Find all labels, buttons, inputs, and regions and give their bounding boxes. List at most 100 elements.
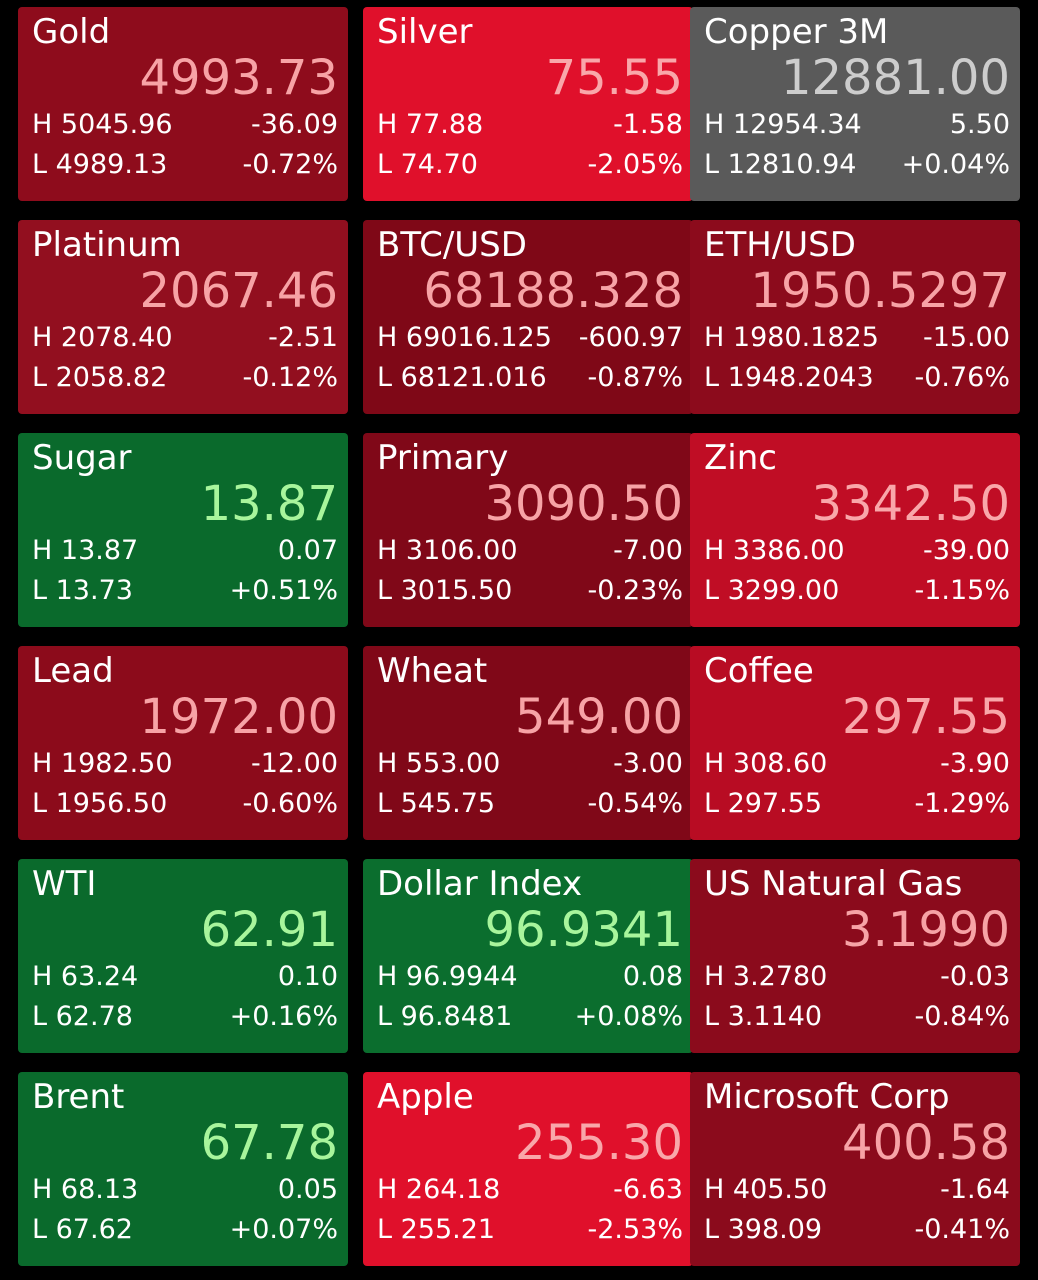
change-value: 0.07 bbox=[277, 535, 338, 566]
low-row: L 1948.2043 -0.76% bbox=[704, 358, 1010, 398]
ticker-name: Copper 3M bbox=[704, 12, 889, 52]
ticker-price: 1950.5297 bbox=[750, 263, 1010, 319]
low-value: L 74.70 bbox=[377, 149, 478, 180]
change-value: 0.10 bbox=[277, 961, 338, 992]
ticker-price: 67.78 bbox=[200, 1115, 338, 1171]
percent-change: -2.05% bbox=[587, 149, 683, 180]
low-value: L 3299.00 bbox=[704, 575, 840, 606]
high-row: H 553.00 -3.00 bbox=[377, 744, 683, 784]
ticker-tile[interactable]: WTI 62.91 H 63.24 0.10 L 62.78 +0.16% bbox=[18, 859, 348, 1053]
high-value: H 63.24 bbox=[32, 961, 139, 992]
ticker-price: 12881.00 bbox=[780, 50, 1010, 106]
low-value: L 12810.94 bbox=[704, 149, 857, 180]
low-row: L 96.8481 +0.08% bbox=[377, 997, 683, 1037]
ticker-price: 297.55 bbox=[842, 689, 1010, 745]
percent-change: -0.76% bbox=[914, 362, 1010, 393]
percent-change: -0.87% bbox=[587, 362, 683, 393]
ticker-name: Brent bbox=[32, 1077, 125, 1117]
low-row: L 1956.50 -0.60% bbox=[32, 784, 338, 824]
low-row: L 3299.00 -1.15% bbox=[704, 571, 1010, 611]
low-row: L 2058.82 -0.12% bbox=[32, 358, 338, 398]
ticker-price: 400.58 bbox=[842, 1115, 1010, 1171]
change-value: -39.00 bbox=[922, 535, 1010, 566]
high-row: H 405.50 -1.64 bbox=[704, 1170, 1010, 1210]
low-row: L 4989.13 -0.72% bbox=[32, 145, 338, 185]
ticker-tile[interactable]: Dollar Index 96.9341 H 96.9944 0.08 L 96.848… bbox=[363, 859, 693, 1053]
high-row: H 3386.00 -39.00 bbox=[704, 531, 1010, 571]
ticker-price: 68188.328 bbox=[423, 263, 683, 319]
low-value: L 3015.50 bbox=[377, 575, 513, 606]
ticker-tile[interactable]: ETH/USD 1950.5297 H 1980.1825 -15.00 L 1948.… bbox=[690, 220, 1020, 414]
ticker-name: Apple bbox=[377, 1077, 474, 1117]
ticker-name: Dollar Index bbox=[377, 864, 583, 904]
ticker-price: 13.87 bbox=[200, 476, 338, 532]
change-value: -7.00 bbox=[613, 535, 683, 566]
ticker-tile[interactable]: Primary 3090.50 H 3106.00 -7.00 L 3015.50 -0.… bbox=[363, 433, 693, 627]
high-row: H 68.13 0.05 bbox=[32, 1170, 338, 1210]
high-row: H 2078.40 -2.51 bbox=[32, 318, 338, 358]
low-value: L 68121.016 bbox=[377, 362, 547, 393]
ticker-name: Wheat bbox=[377, 651, 488, 691]
low-value: L 96.8481 bbox=[377, 1001, 513, 1032]
ticker-tile[interactable]: Brent 67.78 H 68.13 0.05 L 67.62 +0.07% bbox=[18, 1072, 348, 1266]
ticker-price: 4993.73 bbox=[139, 50, 339, 106]
ticker-name: Microsoft Corp bbox=[704, 1077, 950, 1117]
change-value: -3.90 bbox=[940, 748, 1010, 779]
percent-change: +0.16% bbox=[229, 1001, 338, 1032]
ticker-tile[interactable]: Apple 255.30 H 264.18 -6.63 L 255.21 -2.53% bbox=[363, 1072, 693, 1266]
low-value: L 3.1140 bbox=[704, 1001, 823, 1032]
high-row: H 77.88 -1.58 bbox=[377, 105, 683, 145]
high-value: H 77.88 bbox=[377, 109, 484, 140]
low-value: L 62.78 bbox=[32, 1001, 133, 1032]
ticker-price: 3342.50 bbox=[811, 476, 1011, 532]
low-value: L 545.75 bbox=[377, 788, 496, 819]
ticker-tile[interactable]: Sugar 13.87 H 13.87 0.07 L 13.73 +0.51% bbox=[18, 433, 348, 627]
change-value: -600.97 bbox=[578, 322, 683, 353]
high-value: H 264.18 bbox=[377, 1174, 501, 1205]
ticker-tile[interactable]: US Natural Gas 3.1990 H 3.2780 -0.03 L 3.114… bbox=[690, 859, 1020, 1053]
ticker-tile[interactable]: Platinum 2067.46 H 2078.40 -2.51 L 2058.82 -0… bbox=[18, 220, 348, 414]
ticker-tile[interactable]: Microsoft Corp 400.58 H 405.50 -1.64 L 398.0… bbox=[690, 1072, 1020, 1266]
percent-change: -0.12% bbox=[242, 362, 338, 393]
high-row: H 1980.1825 -15.00 bbox=[704, 318, 1010, 358]
low-value: L 1956.50 bbox=[32, 788, 168, 819]
ticker-tile[interactable]: Silver 75.55 H 77.88 -1.58 L 74.70 -2.05% bbox=[363, 7, 693, 201]
high-value: H 1980.1825 bbox=[704, 322, 879, 353]
low-row: L 3015.50 -0.23% bbox=[377, 571, 683, 611]
high-value: H 553.00 bbox=[377, 748, 501, 779]
ticker-name: Zinc bbox=[704, 438, 777, 478]
high-value: H 308.60 bbox=[704, 748, 828, 779]
ticker-name: WTI bbox=[32, 864, 97, 904]
high-value: H 1982.50 bbox=[32, 748, 173, 779]
change-value: 0.08 bbox=[622, 961, 683, 992]
low-value: L 67.62 bbox=[32, 1214, 133, 1245]
ticker-tile[interactable]: Gold 4993.73 H 5045.96 -36.09 L 4989.13 -0.72… bbox=[18, 7, 348, 201]
high-row: H 1982.50 -12.00 bbox=[32, 744, 338, 784]
ticker-tile[interactable]: Copper 3M 12881.00 H 12954.34 5.50 L 12810.9… bbox=[690, 7, 1020, 201]
percent-change: -1.15% bbox=[914, 575, 1010, 606]
high-row: H 3.2780 -0.03 bbox=[704, 957, 1010, 997]
high-value: H 3106.00 bbox=[377, 535, 518, 566]
change-value: -3.00 bbox=[613, 748, 683, 779]
ticker-tile[interactable]: Lead 1972.00 H 1982.50 -12.00 L 1956.50 -0.60… bbox=[18, 646, 348, 840]
high-value: H 96.9944 bbox=[377, 961, 518, 992]
high-value: H 12954.34 bbox=[704, 109, 862, 140]
ticker-name: BTC/USD bbox=[377, 225, 527, 265]
ticker-tile[interactable]: BTC/USD 68188.328 H 69016.125 -600.97 L 6812… bbox=[363, 220, 693, 414]
ticker-tile[interactable]: Zinc 3342.50 H 3386.00 -39.00 L 3299.00 -1.15… bbox=[690, 433, 1020, 627]
high-row: H 308.60 -3.90 bbox=[704, 744, 1010, 784]
percent-change: +0.04% bbox=[901, 149, 1010, 180]
high-value: H 5045.96 bbox=[32, 109, 173, 140]
ticker-tile[interactable]: Coffee 297.55 H 308.60 -3.90 L 297.55 -1.29% bbox=[690, 646, 1020, 840]
low-value: L 255.21 bbox=[377, 1214, 496, 1245]
ticker-price: 3.1990 bbox=[842, 902, 1010, 958]
low-value: L 4989.13 bbox=[32, 149, 168, 180]
ticker-tile[interactable]: Wheat 549.00 H 553.00 -3.00 L 545.75 -0.54% bbox=[363, 646, 693, 840]
ticker-name: ETH/USD bbox=[704, 225, 856, 265]
change-value: -12.00 bbox=[250, 748, 338, 779]
high-row: H 3106.00 -7.00 bbox=[377, 531, 683, 571]
high-value: H 13.87 bbox=[32, 535, 139, 566]
percent-change: +0.07% bbox=[229, 1214, 338, 1245]
ticker-price: 2067.46 bbox=[139, 263, 339, 319]
